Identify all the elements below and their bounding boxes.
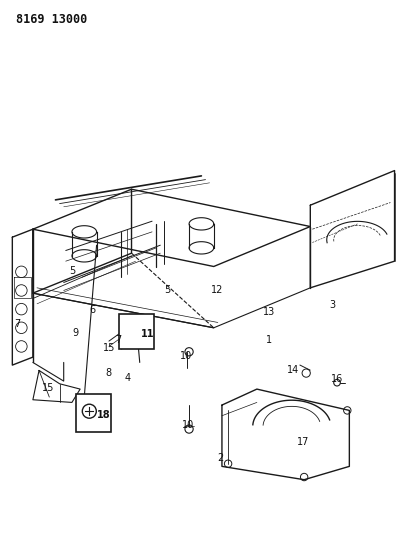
Text: 3: 3 (329, 300, 335, 310)
Text: 5: 5 (164, 286, 171, 295)
Text: 13: 13 (263, 307, 275, 317)
Text: 8: 8 (105, 368, 111, 378)
Text: 5: 5 (69, 266, 76, 276)
Text: 14: 14 (286, 366, 299, 375)
Text: 1: 1 (266, 335, 272, 345)
Text: 11: 11 (141, 328, 155, 338)
FancyBboxPatch shape (76, 394, 111, 432)
Text: 12: 12 (211, 286, 223, 295)
Text: 17: 17 (297, 438, 309, 447)
Text: 16: 16 (331, 375, 343, 384)
Text: 2: 2 (217, 454, 223, 463)
Text: 8169 13000: 8169 13000 (16, 13, 88, 26)
Text: 15: 15 (103, 343, 115, 352)
Text: 4: 4 (125, 374, 130, 383)
Text: 9: 9 (72, 328, 78, 338)
Text: 7: 7 (115, 335, 122, 345)
Text: 6: 6 (89, 305, 95, 315)
Text: 18: 18 (97, 410, 110, 420)
Text: 15: 15 (42, 383, 55, 393)
Text: 10: 10 (182, 421, 194, 430)
FancyBboxPatch shape (119, 314, 154, 349)
Text: 10: 10 (180, 351, 192, 361)
Text: 7: 7 (14, 319, 21, 328)
